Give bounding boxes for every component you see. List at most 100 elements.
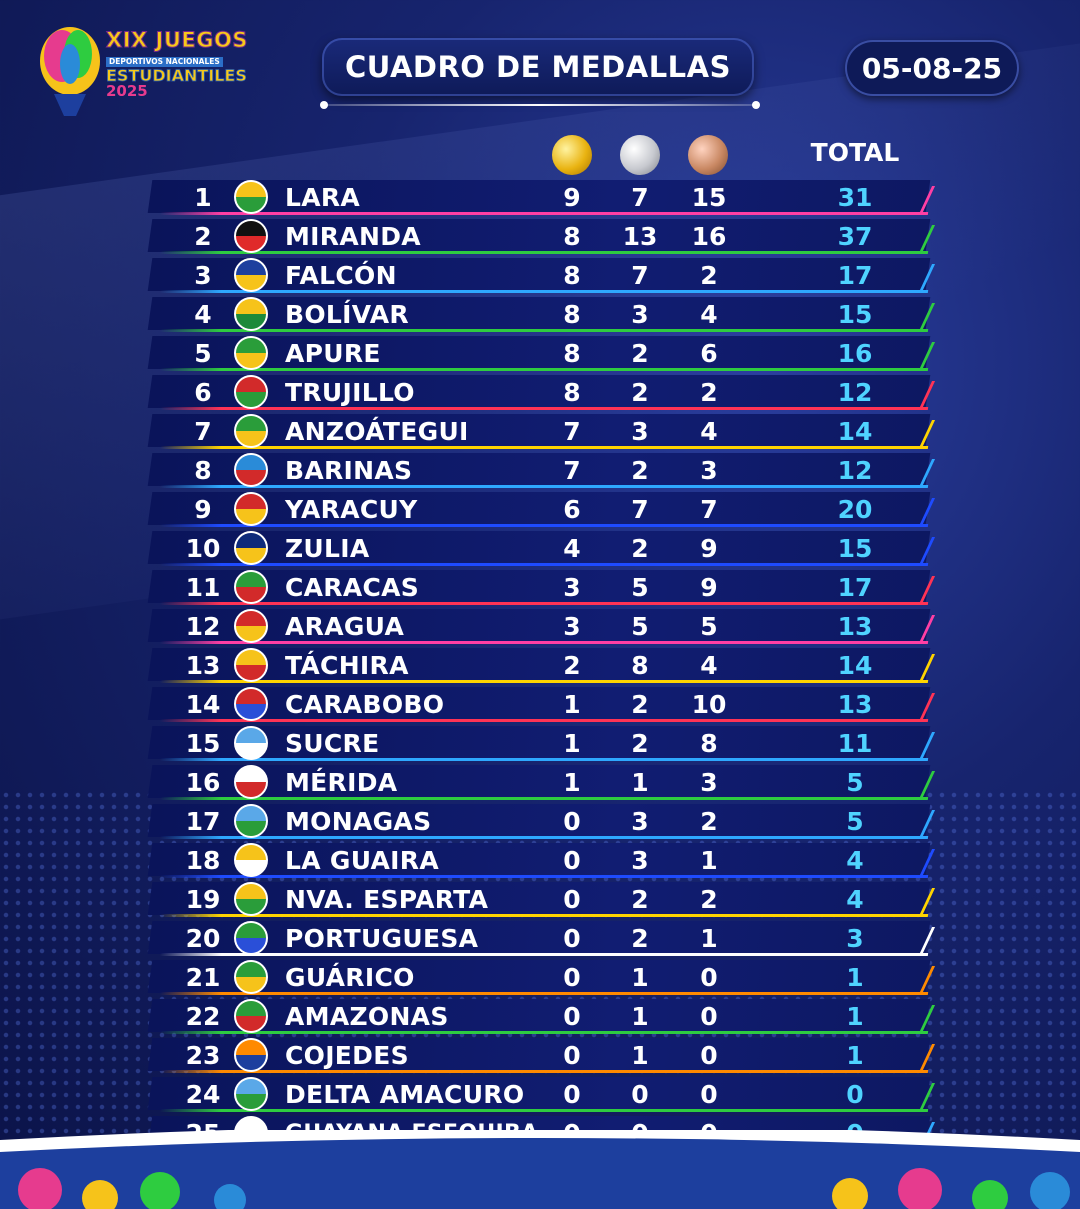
state-flag-icon — [234, 492, 268, 526]
silver-count-cell: 2 — [631, 534, 649, 563]
state-flag-icon — [234, 570, 268, 604]
table-row: 14 CARABOBO 1 2 10 13 — [147, 685, 940, 724]
flame-emblem-icon — [40, 27, 100, 116]
table-row: 18 LA GUAIRA 0 3 1 4 — [147, 841, 940, 880]
state-name-cell: NVA. ESPARTA — [285, 885, 489, 914]
state-name-cell: CARACAS — [285, 573, 420, 602]
bottom-decoration — [0, 1130, 1080, 1209]
total-count-cell: 15 — [837, 300, 873, 329]
state-name-cell: GUÁRICO — [285, 963, 415, 992]
state-name-cell: LARA — [285, 183, 361, 212]
rank-cell: 19 — [185, 885, 221, 914]
table-row: 17 MONAGAS 0 3 2 5 — [147, 802, 940, 841]
gold-count-cell: 8 — [563, 339, 581, 368]
bronze-count-cell: 0 — [700, 1080, 718, 1109]
total-count-cell: 12 — [837, 456, 873, 485]
state-flag-icon — [234, 336, 268, 370]
gold-count-cell: 8 — [563, 261, 581, 290]
state-flag-icon — [234, 804, 268, 838]
title-banner: CUADRO DE MEDALLAS — [322, 38, 754, 96]
rank-cell: 14 — [185, 690, 221, 719]
rank-cell: 22 — [185, 1002, 221, 1031]
state-name-cell: LA GUAIRA — [285, 846, 439, 875]
total-count-cell: 0 — [846, 1080, 864, 1109]
bronze-count-cell: 10 — [691, 690, 727, 719]
rank-cell: 8 — [194, 456, 212, 485]
total-count-cell: 5 — [846, 807, 864, 836]
rank-cell: 4 — [194, 300, 212, 329]
gold-count-cell: 7 — [563, 456, 581, 485]
total-count-cell: 12 — [837, 378, 873, 407]
state-name-cell: YARACUY — [285, 495, 418, 524]
bronze-count-cell: 2 — [700, 261, 718, 290]
state-name-cell: COJEDES — [285, 1041, 409, 1070]
table-row: 23 COJEDES 0 1 0 1 — [147, 1036, 940, 1075]
bronze-count-cell: 4 — [700, 300, 718, 329]
table-row: 13 TÁCHIRA 2 8 4 14 — [147, 646, 940, 685]
bronze-count-cell: 4 — [700, 417, 718, 446]
state-flag-icon — [234, 843, 268, 877]
bronze-count-cell: 16 — [691, 222, 727, 251]
table-row: 12 ARAGUA 3 5 5 13 — [147, 607, 940, 646]
state-flag-icon — [234, 258, 268, 292]
bronze-count-cell: 5 — [700, 612, 718, 641]
total-count-cell: 14 — [837, 417, 873, 446]
rank-cell: 20 — [185, 924, 221, 953]
rank-cell: 12 — [185, 612, 221, 641]
title-underline — [320, 101, 760, 109]
state-flag-icon — [234, 414, 268, 448]
state-name-cell: ANZOÁTEGUI — [285, 417, 469, 446]
bronze-count-cell: 1 — [700, 846, 718, 875]
table-row: 19 NVA. ESPARTA 0 2 2 4 — [147, 880, 940, 919]
gold-count-cell: 7 — [563, 417, 581, 446]
rank-cell: 23 — [185, 1041, 221, 1070]
state-flag-icon — [234, 921, 268, 955]
state-name-cell: BARINAS — [285, 456, 413, 485]
state-flag-icon — [234, 1038, 268, 1072]
logo-title: XIX JUEGOS — [106, 28, 248, 52]
table-row: 24 DELTA AMACURO 0 0 0 0 — [147, 1075, 940, 1114]
silver-count-cell: 1 — [631, 963, 649, 992]
table-row: 10 ZULIA 4 2 9 15 — [147, 529, 940, 568]
bronze-count-cell: 1 — [700, 924, 718, 953]
state-flag-icon — [234, 999, 268, 1033]
state-name-cell: ZULIA — [285, 534, 370, 563]
bronze-count-cell: 3 — [700, 768, 718, 797]
total-count-cell: 16 — [837, 339, 873, 368]
state-flag-icon — [234, 609, 268, 643]
state-name-cell: MIRANDA — [285, 222, 421, 251]
total-count-cell: 14 — [837, 651, 873, 680]
table-row: 15 SUCRE 1 2 8 11 — [147, 724, 940, 763]
bronze-count-cell: 9 — [700, 534, 718, 563]
total-count-cell: 17 — [837, 261, 873, 290]
table-row: 21 GUÁRICO 0 1 0 1 — [147, 958, 940, 997]
state-flag-icon — [234, 180, 268, 214]
total-count-cell: 1 — [846, 1041, 864, 1070]
bronze-count-cell: 0 — [700, 1002, 718, 1031]
rank-cell: 2 — [194, 222, 212, 251]
gold-count-cell: 8 — [563, 378, 581, 407]
silver-count-cell: 8 — [631, 651, 649, 680]
rank-cell: 7 — [194, 417, 212, 446]
total-count-cell: 13 — [837, 690, 873, 719]
state-flag-icon — [234, 765, 268, 799]
bronze-medal-icon — [688, 135, 728, 175]
bronze-count-cell: 8 — [700, 729, 718, 758]
gold-count-cell: 3 — [563, 612, 581, 641]
total-column-header: TOTAL — [810, 138, 900, 167]
date-badge: 05-08-25 — [845, 40, 1019, 96]
table-row: 9 YARACUY 6 7 7 20 — [147, 490, 940, 529]
state-name-cell: FALCÓN — [285, 261, 397, 290]
gold-count-cell: 9 — [563, 183, 581, 212]
state-name-cell: DELTA AMACURO — [285, 1080, 525, 1109]
silver-count-cell: 2 — [631, 378, 649, 407]
state-name-cell: ARAGUA — [285, 612, 405, 641]
silver-count-cell: 2 — [631, 690, 649, 719]
state-name-cell: AMAZONAS — [285, 1002, 449, 1031]
table-row: 3 FALCÓN 8 7 2 17 — [147, 256, 940, 295]
silver-count-cell: 3 — [631, 807, 649, 836]
silver-count-cell: 2 — [631, 339, 649, 368]
table-row: 1 LARA 9 7 15 31 — [147, 178, 940, 217]
table-row: 5 APURE 8 2 6 16 — [147, 334, 940, 373]
silver-count-cell: 1 — [631, 1041, 649, 1070]
